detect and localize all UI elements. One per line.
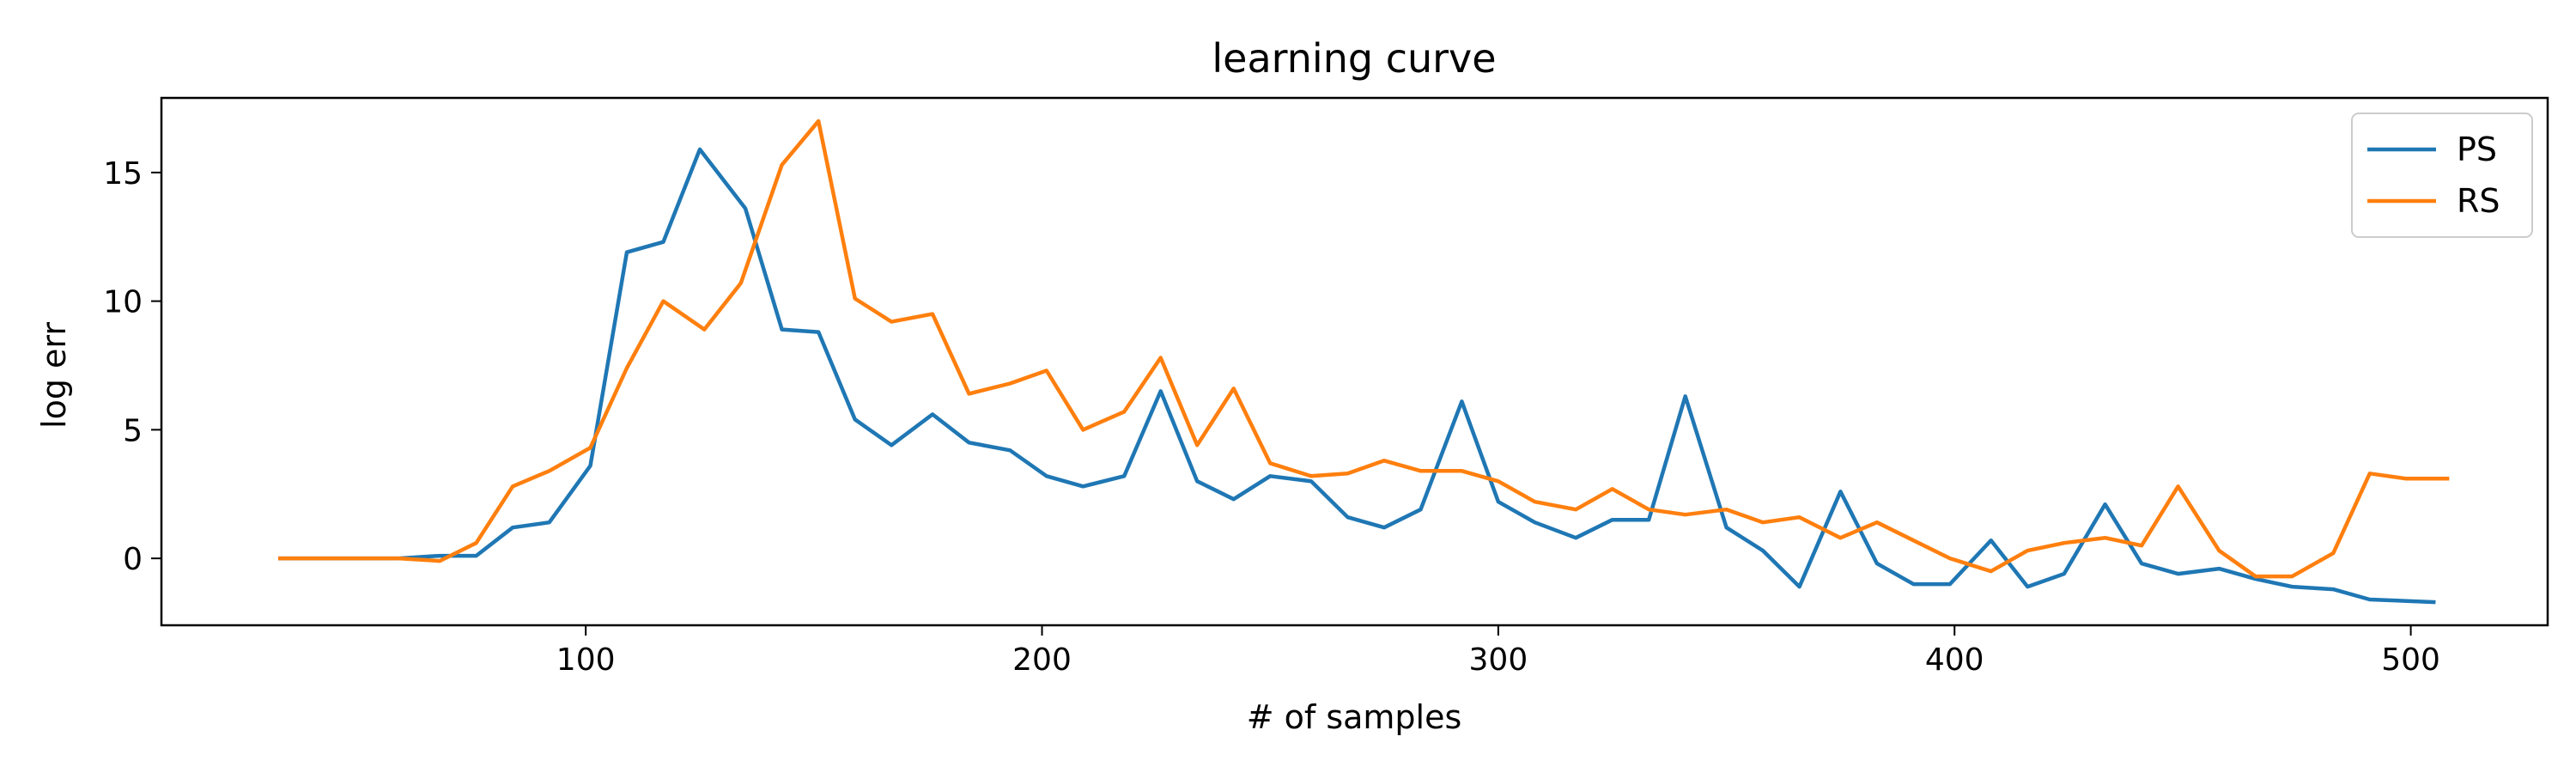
chart-title: learning curve bbox=[1212, 35, 1496, 82]
series-line-rs bbox=[277, 119, 2450, 579]
x-axis-label: # of samples bbox=[1247, 698, 1462, 736]
y-tick-label: 0 bbox=[123, 542, 143, 577]
y-tick-label: 15 bbox=[103, 156, 143, 192]
legend-label-ps: PS bbox=[2457, 131, 2497, 168]
y-tick-label: 5 bbox=[123, 413, 143, 448]
x-tick-label: 300 bbox=[1469, 642, 1528, 678]
legend: PS RS bbox=[2351, 113, 2533, 238]
x-tick-label: 100 bbox=[556, 642, 616, 678]
y-tick-label: 10 bbox=[103, 285, 143, 320]
plot-frame bbox=[160, 96, 2549, 627]
legend-box bbox=[2351, 113, 2533, 238]
x-tick-label: 400 bbox=[1925, 642, 1984, 678]
y-axis-label: log err bbox=[35, 322, 73, 429]
legend-label-rs: RS bbox=[2457, 182, 2500, 220]
plot-area bbox=[277, 119, 2450, 605]
x-tick-label: 200 bbox=[1012, 642, 1072, 678]
series-line-ps bbox=[277, 147, 2436, 605]
x-tick-label: 500 bbox=[2381, 642, 2440, 678]
